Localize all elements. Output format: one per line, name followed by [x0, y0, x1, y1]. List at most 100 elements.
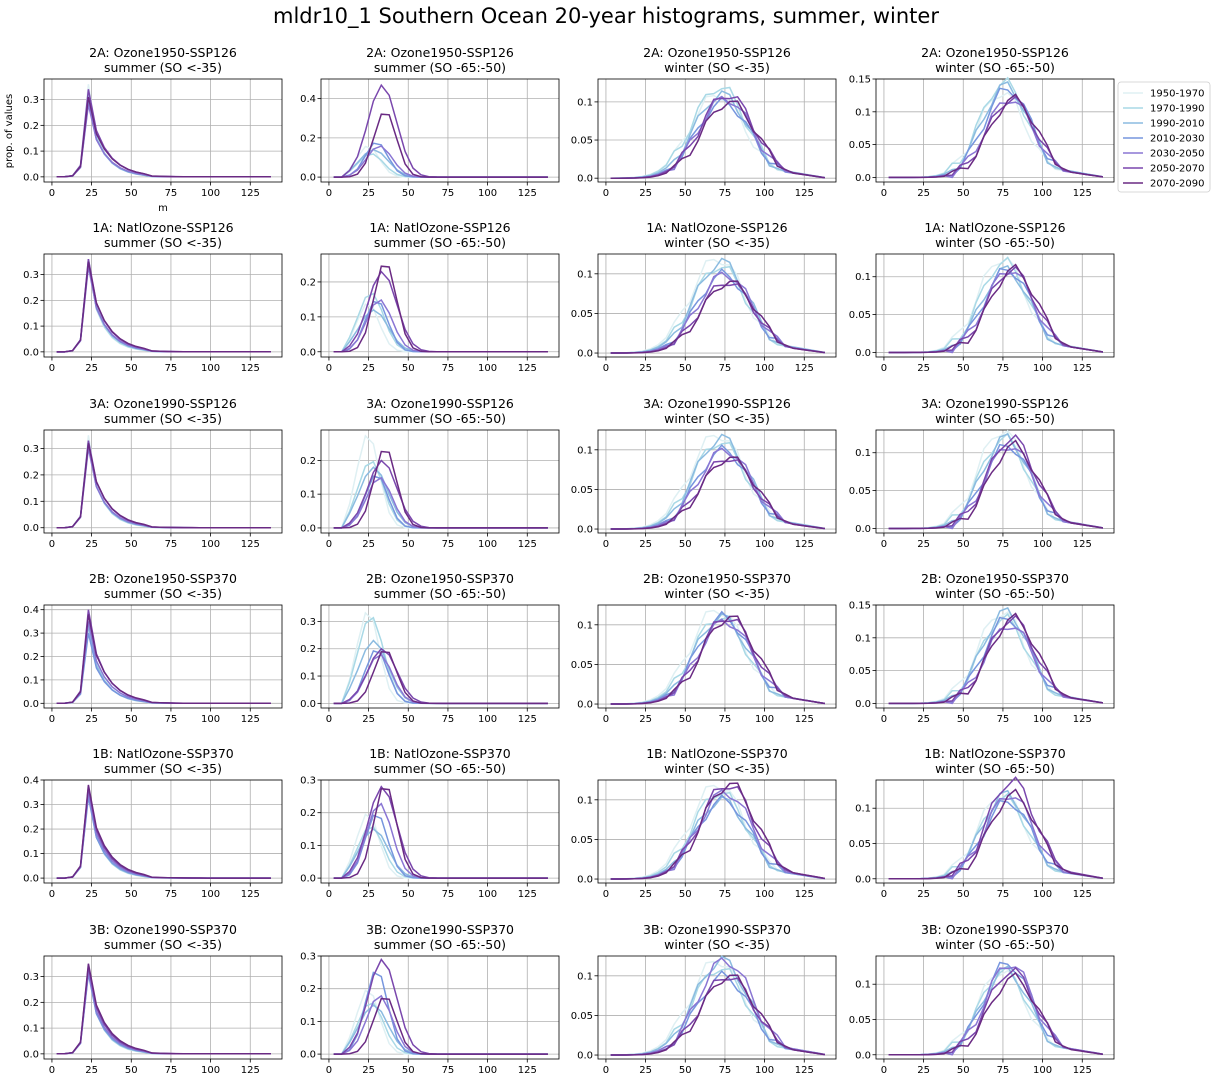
- series-line-2010-2030: [56, 102, 271, 178]
- series-line-2010-2030: [333, 814, 548, 879]
- y-tick-label: 0.2: [300, 133, 316, 144]
- series-line-1990-2010: [333, 1004, 548, 1055]
- x-tick-label: 125: [518, 1065, 537, 1076]
- panel-r3-c1: 0 25 50 75 100 125 0.0 0.1 0.2 0.3 3A: Ozone1990-S…: [23, 396, 283, 550]
- series-line-2070-2090: [333, 997, 548, 1055]
- x-tick-label: 100: [478, 889, 497, 900]
- series-line-2070-2090: [888, 788, 1104, 880]
- panel-subtitle: summer (SO <-35): [104, 60, 222, 75]
- x-tick-label: 25: [362, 889, 375, 900]
- panel-r6-c4: 0 25 50 75 100 125 0.0 0.05 0.1 3B: Ozone1990-SSP…: [849, 922, 1115, 1076]
- series-line-1970-1990: [56, 968, 271, 1055]
- y-tick-label: 0.1: [23, 497, 39, 508]
- panel-r5-c1: 0 25 50 75 100 125 0.0 0.1 0.2 0.3 0.4 1B: NatlOzon…: [23, 746, 283, 900]
- series-line-2070-2090: [333, 651, 548, 705]
- y-axis-label: prop. of values: [4, 94, 15, 168]
- panel-subtitle: summer (SO -65:-50): [374, 235, 506, 250]
- x-tick-label: 25: [917, 889, 930, 900]
- x-tick-label: 50: [125, 188, 138, 199]
- y-tick-label: 0.05: [849, 1015, 871, 1026]
- plot-frame: [43, 78, 283, 183]
- y-tick-label: 0.3: [300, 776, 316, 787]
- y-tick-label: 0.3: [23, 444, 39, 455]
- plot-frame: [43, 253, 283, 358]
- series-line-1950-1970: [333, 813, 548, 879]
- x-tick-label: 100: [1033, 539, 1052, 550]
- x-tick-label: 100: [478, 363, 497, 374]
- y-tick-label: 0.0: [577, 349, 593, 360]
- series-line-2010-2030: [888, 616, 1104, 705]
- panel-subtitle: summer (SO -65:-50): [374, 411, 506, 426]
- y-tick-label: 0.3: [300, 617, 316, 628]
- x-tick-label: 0: [49, 889, 55, 900]
- x-tick-label: 25: [639, 1065, 652, 1076]
- x-tick-label: 50: [957, 363, 970, 374]
- x-tick-label: 75: [165, 188, 178, 199]
- x-tick-label: 100: [1033, 714, 1052, 725]
- y-tick-label: 0.05: [849, 486, 871, 497]
- x-tick-label: 75: [442, 188, 455, 199]
- plot-frame: [597, 429, 837, 534]
- x-tick-label: 25: [85, 889, 98, 900]
- x-tick-label: 75: [165, 363, 178, 374]
- x-tick-label: 25: [85, 1065, 98, 1076]
- series-line-2070-2090: [333, 113, 548, 178]
- x-tick-label: 25: [362, 539, 375, 550]
- y-tick-label: 0.05: [849, 666, 871, 677]
- plot-frame: [320, 253, 560, 358]
- legend-entry: 1970-1990: [1150, 104, 1205, 115]
- panel-title: 3B: Ozone1990-SSP370: [921, 922, 1069, 937]
- series-line-1970-1990: [610, 265, 826, 354]
- series-line-1970-1990: [333, 153, 548, 178]
- plot-frame: [320, 955, 560, 1060]
- y-tick-label: 0.1: [300, 672, 316, 683]
- y-tick-label: 0.0: [300, 699, 316, 710]
- series-line-2070-2090: [610, 782, 826, 880]
- y-tick-label: 0.15: [849, 601, 871, 612]
- series-line-2010-2030: [888, 443, 1104, 530]
- y-tick-label: 0.1: [577, 445, 593, 456]
- series-line-2030-2050: [56, 448, 271, 529]
- y-tick-label: 0.05: [571, 136, 593, 147]
- series-line-2030-2050: [888, 627, 1104, 705]
- x-tick-label: 50: [957, 539, 970, 550]
- x-tick-label: 50: [679, 889, 692, 900]
- x-tick-label: 125: [795, 714, 814, 725]
- x-tick-label: 75: [719, 363, 732, 374]
- series-line-2030-2050: [610, 95, 826, 179]
- plot-frame: [320, 604, 560, 709]
- series-line-2070-2090: [888, 93, 1104, 179]
- series-line-1970-1990: [888, 256, 1104, 354]
- series-line-2030-2050: [888, 448, 1104, 530]
- x-tick-label: 125: [1073, 1065, 1092, 1076]
- y-tick-label: 0.0: [577, 700, 593, 711]
- y-tick-label: 0.3: [23, 972, 39, 983]
- series-line-2030-2050: [56, 971, 271, 1055]
- x-tick-label: 50: [402, 363, 415, 374]
- x-tick-label: 100: [201, 188, 220, 199]
- x-tick-label: 100: [755, 539, 774, 550]
- x-tick-label: 75: [997, 1065, 1010, 1076]
- x-tick-label: 0: [326, 1065, 332, 1076]
- x-tick-label: 50: [957, 1065, 970, 1076]
- y-tick-label: 0.4: [300, 94, 316, 105]
- y-tick-label: 0.05: [849, 310, 871, 321]
- plot-frame: [597, 253, 837, 358]
- x-tick-label: 75: [165, 889, 178, 900]
- panel-title: 3B: Ozone1990-SSP370: [366, 922, 514, 937]
- panel-r3-c4: 0 25 50 75 100 125 0.0 0.05 0.1 3A: Ozone1990-SSP…: [849, 396, 1115, 550]
- x-tick-label: 0: [326, 539, 332, 550]
- series-line-2070-2090: [888, 439, 1104, 530]
- y-tick-label: 0.2: [23, 296, 39, 307]
- y-tick-label: 0.1: [577, 269, 593, 280]
- x-tick-label: 75: [719, 889, 732, 900]
- x-tick-label: 125: [241, 714, 260, 725]
- x-tick-label: 75: [165, 714, 178, 725]
- panel-subtitle: winter (SO <-35): [664, 586, 770, 601]
- y-tick-label: 0.05: [571, 309, 593, 320]
- panel-subtitle: summer (SO <-35): [104, 937, 222, 952]
- plot-frame: [597, 78, 837, 183]
- series-line-2050-2070: [610, 977, 826, 1056]
- series-line-2030-2050: [610, 271, 826, 354]
